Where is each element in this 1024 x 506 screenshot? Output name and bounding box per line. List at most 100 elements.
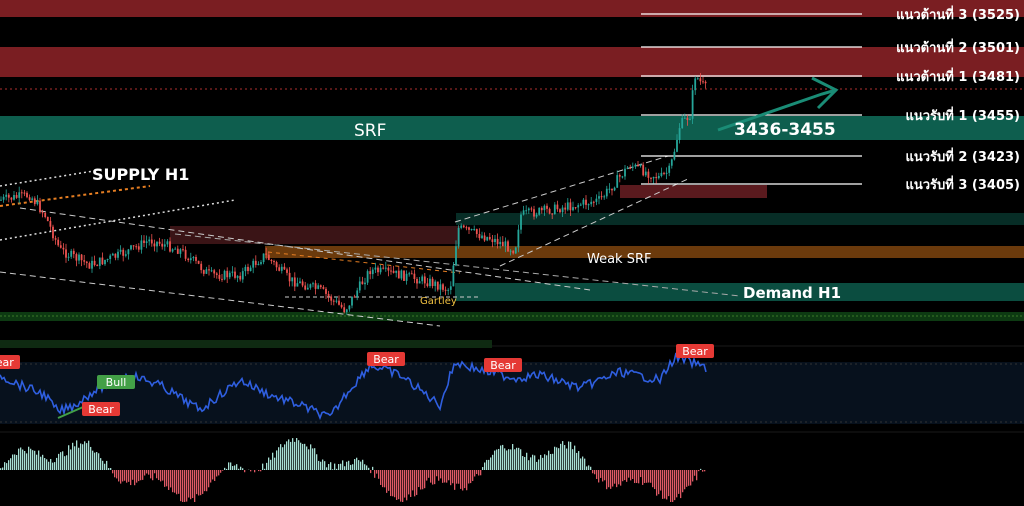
candle-body: [24, 193, 26, 194]
level-label: แนวรับที่ 3 (3405): [905, 175, 1020, 193]
histogram-bar: [590, 467, 591, 470]
histogram-bar: [344, 466, 345, 470]
candle-body: [268, 255, 270, 260]
candle-body: [525, 210, 527, 211]
histogram-bar: [144, 470, 145, 476]
histogram-bar: [542, 458, 543, 470]
histogram-bar: [236, 464, 237, 470]
histogram-bar: [406, 470, 407, 500]
weak-srf-label: Weak SRF: [587, 252, 651, 267]
candle-body: [226, 271, 228, 277]
candle-body: [26, 193, 28, 197]
histogram-bar: [300, 443, 301, 470]
demand-h1-zone: [455, 283, 1024, 301]
histogram-bar: [102, 461, 103, 470]
candle-body: [362, 281, 364, 284]
candle-body: [507, 241, 509, 251]
level-label: แนวรับที่ 1 (3455): [905, 106, 1020, 124]
candle-body: [593, 202, 595, 203]
histogram-bar: [522, 456, 523, 470]
histogram-bar: [524, 457, 525, 470]
candle-body: [11, 198, 13, 200]
histogram-bar: [200, 470, 201, 495]
histogram-bar: [592, 470, 593, 473]
candle-body: [258, 264, 260, 265]
histogram-bar: [258, 470, 259, 471]
candle-body: [239, 276, 241, 280]
candle-body: [377, 268, 379, 273]
histogram-bar: [16, 455, 17, 470]
histogram-bar: [18, 449, 19, 470]
candle-body: [531, 208, 533, 209]
candle-body: [375, 268, 377, 270]
candle-body: [533, 209, 535, 216]
histogram-bar: [234, 465, 235, 470]
target-range-label: 3436-3455: [734, 120, 836, 140]
candle-body: [622, 176, 624, 177]
candle-body: [260, 262, 262, 264]
histogram-bar: [164, 470, 165, 487]
histogram-bar: [192, 470, 193, 498]
histogram-bar: [112, 470, 113, 473]
histogram-bar: [368, 468, 369, 470]
candle-body: [336, 301, 338, 302]
candle-body: [648, 172, 650, 178]
histogram-bar: [540, 455, 541, 470]
resistance-zone-2: [0, 47, 1024, 77]
histogram-bar: [556, 447, 557, 470]
histogram-bar: [506, 450, 507, 470]
candle-body: [679, 128, 681, 140]
candle-body: [494, 239, 496, 242]
histogram-bar: [692, 470, 693, 481]
candle-body: [216, 273, 218, 274]
candle-body: [369, 271, 371, 274]
histogram-bar: [520, 449, 521, 470]
histogram-bar: [584, 459, 585, 470]
histogram-bar: [594, 470, 595, 474]
candle-body: [658, 176, 660, 178]
candle-body: [687, 118, 689, 120]
histogram-bar: [502, 445, 503, 470]
histogram-bar: [534, 455, 535, 470]
histogram-bar: [552, 454, 553, 470]
candle-body: [606, 189, 608, 197]
histogram-bar: [38, 451, 39, 470]
candle-body: [385, 268, 387, 269]
candle-body: [208, 269, 210, 270]
candle-body: [70, 251, 72, 257]
histogram-bar: [170, 470, 171, 487]
histogram-bar: [578, 451, 579, 470]
histogram-bar: [526, 453, 527, 470]
candle-body: [315, 283, 317, 289]
candle-body: [650, 178, 652, 179]
candle-body: [434, 282, 436, 286]
histogram-bar: [346, 462, 347, 470]
candle-body: [653, 177, 655, 178]
candle-body: [538, 208, 540, 215]
histogram-bar: [510, 449, 511, 470]
histogram-bar: [616, 470, 617, 487]
histogram-bar: [572, 449, 573, 470]
candle-body: [130, 245, 132, 249]
histogram-bar: [324, 461, 325, 470]
level-label: แนวต้านที่ 1 (3481): [896, 67, 1020, 85]
candle-body: [211, 270, 213, 271]
candle-body: [247, 267, 249, 271]
candle-body: [242, 271, 244, 279]
histogram-bar: [410, 470, 411, 497]
histogram-bar: [690, 470, 691, 485]
histogram-bar: [274, 458, 275, 470]
histogram-bar: [430, 470, 431, 483]
candle-body: [112, 254, 114, 256]
histogram-bar: [74, 446, 75, 470]
histogram-bar: [528, 460, 529, 470]
candle-body: [21, 192, 23, 193]
demand-h1-label: Demand H1: [743, 284, 841, 302]
candle-body: [289, 273, 291, 281]
small-supply-zone: [620, 185, 767, 198]
candle-body: [640, 165, 642, 166]
histogram-bar: [40, 457, 41, 470]
candle-body: [518, 230, 520, 248]
dark-demand-zone: [456, 213, 1024, 225]
